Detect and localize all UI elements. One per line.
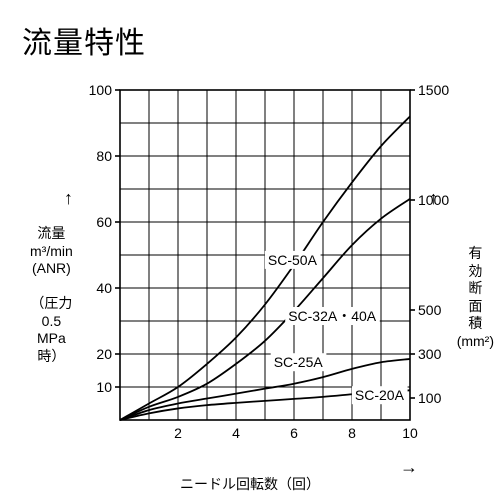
svg-text:10: 10 [96, 379, 112, 395]
svg-text:60: 60 [96, 214, 112, 230]
svg-text:1500: 1500 [418, 82, 449, 98]
svg-text:SC-20A: SC-20A [355, 387, 405, 403]
svg-text:500: 500 [418, 302, 442, 318]
svg-text:10: 10 [402, 425, 418, 441]
svg-text:20: 20 [96, 346, 112, 362]
svg-text:6: 6 [290, 425, 298, 441]
svg-text:4: 4 [232, 425, 240, 441]
svg-text:100: 100 [418, 390, 442, 406]
y-axis-right-label: 有効断面積(mm²) [457, 245, 494, 350]
svg-text:2: 2 [174, 425, 182, 441]
svg-text:80: 80 [96, 148, 112, 164]
page-title: 流量特性 [22, 18, 146, 62]
svg-text:SC-32A・40A: SC-32A・40A [288, 308, 377, 324]
svg-text:SC-50A: SC-50A [268, 252, 318, 268]
axis-arrow-right: ↑ [429, 188, 438, 209]
flow-chart: 246810102040608010010030050010001500SC-5… [0, 70, 500, 500]
axis-arrow-left: ↑ [64, 188, 73, 209]
svg-text:8: 8 [348, 425, 356, 441]
y-axis-left-label: 流量m³/min(ANR) （圧力0.5MPa時） [30, 225, 73, 365]
svg-text:300: 300 [418, 346, 442, 362]
chart-svg: 246810102040608010010030050010001500SC-5… [0, 70, 500, 460]
svg-text:40: 40 [96, 280, 112, 296]
svg-text:SC-25A: SC-25A [274, 354, 324, 370]
x-axis-label: ニードル回転数（回） [0, 474, 500, 494]
svg-text:100: 100 [89, 82, 113, 98]
